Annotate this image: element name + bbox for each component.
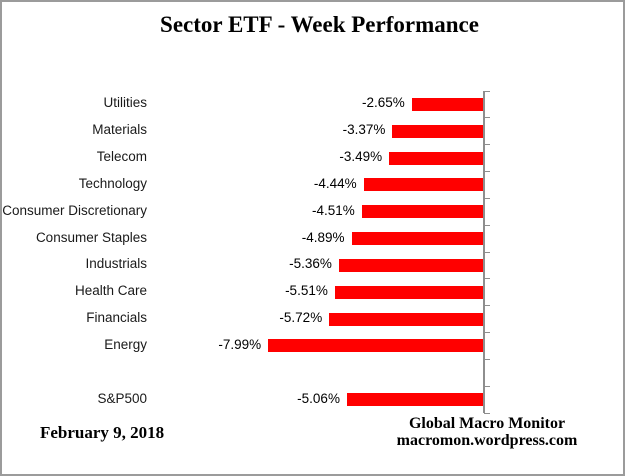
bar	[268, 339, 483, 353]
axis-tick	[484, 90, 490, 92]
value-label: -4.51%	[311, 202, 355, 218]
bar	[329, 312, 483, 326]
value-label: -7.99%	[218, 336, 262, 352]
axis-tick	[484, 171, 490, 172]
axis-tick	[484, 144, 490, 146]
value-label: -4.44%	[313, 175, 357, 191]
category-label: Consumer Staples	[35, 229, 147, 245]
value-label: -2.65%	[361, 95, 405, 111]
value-label: -5.36%	[289, 256, 332, 272]
value-label: -5.06%	[297, 390, 340, 406]
footer-date: February 9, 2018	[40, 423, 165, 442]
category-label: Technology	[78, 175, 147, 191]
axis-tick	[484, 412, 490, 414]
chart-title: Sector ETF - Week Performance	[160, 12, 479, 37]
bar	[346, 393, 483, 407]
bar	[411, 97, 483, 111]
axis-tick	[484, 305, 490, 307]
category-label: Health Care	[74, 283, 147, 299]
value-label: -5.72%	[279, 310, 323, 326]
axis-tick	[484, 358, 490, 360]
bar	[361, 205, 483, 219]
bar	[334, 285, 483, 299]
category-label: Energy	[104, 336, 147, 352]
bar	[338, 258, 483, 272]
category-label: S&P500	[97, 390, 147, 406]
axis-tick	[484, 197, 490, 199]
value-label: -3.37%	[342, 122, 386, 138]
category-label: Materials	[92, 122, 147, 138]
bar	[392, 124, 483, 138]
axis-tick	[484, 332, 490, 333]
category-label: Financials	[86, 310, 147, 326]
axis-tick	[484, 117, 490, 119]
category-label: Utilities	[103, 95, 147, 111]
value-label: -5.51%	[285, 283, 328, 299]
bar	[363, 178, 483, 192]
axis-tick	[484, 251, 490, 253]
value-label: -4.89%	[301, 229, 345, 245]
axis-tick	[484, 385, 490, 387]
value-axis-line	[483, 91, 485, 413]
value-label: -3.49%	[339, 149, 383, 165]
bar	[351, 232, 483, 246]
footer-source: Global Macro Monitor macromon.wordpress.…	[380, 415, 594, 449]
axis-tick	[484, 278, 490, 280]
category-label: Telecom	[96, 149, 147, 165]
footer-source-name: Global Macro Monitor	[408, 415, 566, 432]
category-label: Industrials	[85, 256, 147, 272]
bar	[389, 151, 483, 165]
category-label: Consumer Discretionary	[2, 202, 147, 218]
axis-tick	[484, 224, 490, 226]
footer-source-url: macromon.wordpress.com	[396, 432, 578, 449]
